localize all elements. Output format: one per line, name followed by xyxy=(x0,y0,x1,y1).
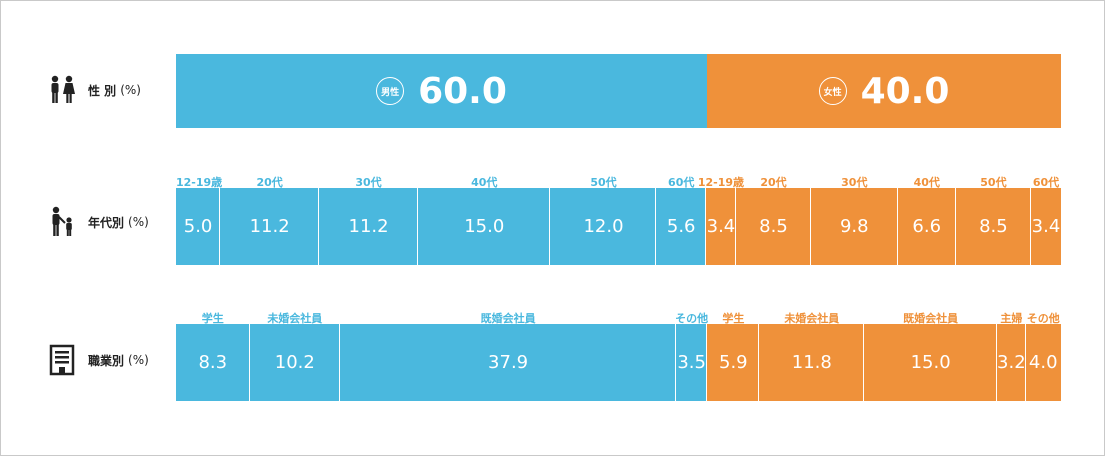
row-label-occupation-unit: (%) xyxy=(128,353,149,367)
age-category-label: 60代 xyxy=(1032,176,1060,189)
occupation-segment: 4.0 xyxy=(1025,324,1061,401)
age-value-label: 3.4 xyxy=(706,216,736,237)
occupation-captions: 学生 未婚会社員 既婚会社員 その他 学生 未婚会社員 既婚会社員 主婦 その他 xyxy=(176,310,1061,325)
occupation-segment: 5.9 xyxy=(707,324,760,401)
row-label-occupation: 職業別 (%) xyxy=(46,344,149,376)
gender-bar: 男性 60.0 女性 40.0 xyxy=(176,54,1061,128)
age-category-label: 40代 xyxy=(913,176,940,189)
age-bar: 5.0 11.2 11.2 15.0 12.0 5.6 3.4 8.5 9.8 6.6 8.5 3.4 xyxy=(176,188,1061,265)
row-label-gender-text: 性 別 xyxy=(88,83,117,98)
age-value-label: 12.0 xyxy=(583,216,624,237)
occupation-segment: 3.5 xyxy=(676,324,708,401)
age-segment: 11.2 xyxy=(220,188,320,265)
age-value-label: 3.4 xyxy=(1031,216,1061,237)
age-value-label: 15.0 xyxy=(464,216,505,237)
age-segment: 3.4 xyxy=(1030,188,1061,265)
row-label-gender-unit: (%) xyxy=(120,83,141,97)
occupation-category-label: その他 xyxy=(1026,312,1060,325)
occupation-category-label: 未婚会社員 xyxy=(267,312,323,325)
occupation-segment: 8.3 xyxy=(176,324,250,401)
occupation-value-label: 5.9 xyxy=(719,352,748,373)
age-segment: 3.4 xyxy=(705,188,736,265)
gender-value-male: 60.0 xyxy=(418,70,507,112)
age-category-label: 60代 xyxy=(668,176,695,189)
age-value-label: 6.6 xyxy=(912,216,942,237)
gender-segment-female: 女性 40.0 xyxy=(707,54,1061,128)
age-value-label: 11.2 xyxy=(348,216,389,237)
occupation-segment: 15.0 xyxy=(864,324,998,401)
occupation-category-label: 未婚会社員 xyxy=(784,312,840,325)
row-label-occupation-text: 職業別 xyxy=(88,353,125,368)
occupation-category-label: 既婚会社員 xyxy=(480,312,536,325)
occupation-value-label: 3.5 xyxy=(677,352,706,373)
occupation-category-label: 学生 xyxy=(722,312,745,325)
age-segment: 11.2 xyxy=(319,188,418,265)
age-segment: 12.0 xyxy=(550,188,657,265)
age-category-label: 50代 xyxy=(980,176,1007,189)
row-label-age-text: 年代別 xyxy=(88,215,125,230)
age-captions: 12-19歳 20代 30代 40代 50代 60代 12-19歳 20代 30代 40代 50代 6… xyxy=(176,174,1061,189)
occupation-value-label: 3.2 xyxy=(997,352,1026,373)
age-category-label: 20代 xyxy=(256,176,283,189)
occupation-value-label: 10.2 xyxy=(274,352,315,373)
age-segment: 9.8 xyxy=(811,188,898,265)
parent-child-icon xyxy=(46,206,78,238)
age-segment: 5.0 xyxy=(176,188,221,265)
occupation-value-label: 11.8 xyxy=(791,352,832,373)
age-segment: 5.6 xyxy=(656,188,706,265)
gender-value-female: 40.0 xyxy=(860,70,950,112)
age-value-label: 9.8 xyxy=(839,216,869,237)
occupation-value-label: 15.0 xyxy=(910,352,951,373)
age-value-label: 8.5 xyxy=(979,216,1008,237)
row-label-gender: 性 別 (%) xyxy=(46,74,141,106)
age-category-label: 12-19歳 xyxy=(697,176,745,189)
age-value-label: 8.5 xyxy=(759,216,788,237)
occupation-segment: 11.8 xyxy=(759,324,865,401)
occupation-category-label: その他 xyxy=(675,312,709,325)
occupation-segment: 37.9 xyxy=(340,324,677,401)
age-segment: 8.5 xyxy=(735,188,812,265)
age-value-label: 5.6 xyxy=(666,216,696,237)
age-category-label: 30代 xyxy=(841,176,868,189)
age-category-label: 20代 xyxy=(760,176,787,189)
row-label-age-unit: (%) xyxy=(128,215,149,229)
age-category-label: 30代 xyxy=(355,176,382,189)
occupation-category-label: 学生 xyxy=(201,312,224,325)
row-label-age: 年代別 (%) xyxy=(46,206,149,238)
occupation-value-label: 37.9 xyxy=(488,352,529,373)
age-segment: 8.5 xyxy=(955,188,1031,265)
age-category-label: 40代 xyxy=(471,176,498,189)
occupation-category-label: 主婦 xyxy=(1000,312,1023,325)
occupation-segment: 10.2 xyxy=(249,324,341,401)
occupation-category-label: 既婚会社員 xyxy=(903,312,959,325)
occupation-segment: 3.2 xyxy=(997,324,1026,401)
age-segment: 15.0 xyxy=(418,188,551,265)
age-value-label: 5.0 xyxy=(183,216,213,237)
age-category-label: 50代 xyxy=(590,176,617,189)
age-segment: 6.6 xyxy=(897,188,956,265)
occupation-bar: 8.3 10.2 37.9 3.5 5.9 11.8 15.0 3.2 4.0 xyxy=(176,324,1061,401)
couple-icon xyxy=(46,74,78,106)
gender-badge-male: 男性 xyxy=(376,77,405,105)
gender-badge-female: 女性 xyxy=(818,77,847,105)
gender-segment-male: 男性 60.0 xyxy=(176,54,707,128)
age-category-label: 12-19歳 xyxy=(176,176,223,189)
age-value-label: 11.2 xyxy=(249,216,290,237)
occupation-value-label: 4.0 xyxy=(1028,352,1058,373)
occupation-value-label: 8.3 xyxy=(198,352,228,373)
building-icon xyxy=(46,344,78,376)
